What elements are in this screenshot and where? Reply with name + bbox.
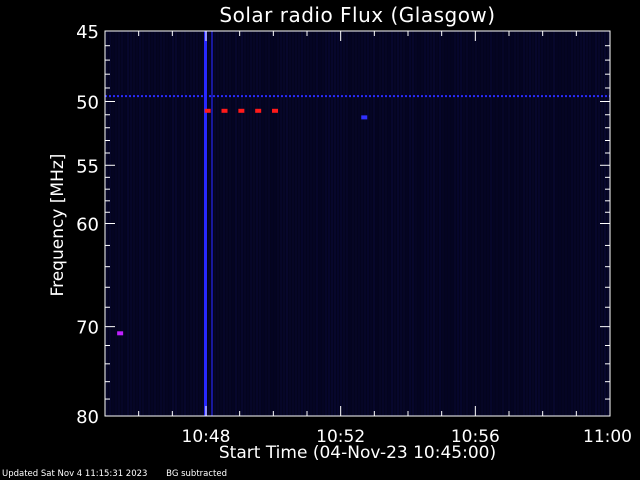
emission-spot (204, 108, 211, 113)
x-axis-label: Start Time (04-Nov-23 10:45:00) (218, 443, 497, 463)
background-note: BG subtracted (166, 469, 227, 479)
y-tick-label: 55 (76, 156, 99, 177)
broadband-burst-echo (211, 31, 213, 416)
y-tick-label: 60 (76, 215, 99, 236)
chart-title: Solar radio Flux (Glasgow) (219, 3, 496, 27)
background-streaks (106, 31, 609, 416)
footer: Updated Sat Nov 4 11:15:31 2023 BG subtr… (2, 469, 243, 479)
y-tick-label: 70 (76, 318, 99, 339)
x-tick-label: 11:00 (583, 427, 632, 447)
broadband-burst (204, 31, 207, 416)
y-tick-label: 80 (76, 407, 99, 428)
emission-spot (117, 331, 124, 336)
x-tick-label: 10:52 (316, 427, 365, 447)
axes: 45 50 55 60 70 80 10:48 10:52 10:56 11:00 (76, 22, 632, 447)
updated-timestamp: Updated Sat Nov 4 11:15:31 2023 (2, 469, 148, 479)
emission-spot (361, 115, 368, 120)
y-tick-label: 45 (76, 22, 99, 43)
emission-spot (238, 108, 245, 113)
x-tick-label: 10:48 (182, 427, 231, 447)
radio-features (105, 31, 610, 416)
y-axis-label: Frequency [MHz] (48, 153, 68, 297)
y-tick-label: 50 (76, 93, 99, 114)
emission-spot (272, 108, 279, 113)
emission-spot (221, 108, 228, 113)
emission-spot (255, 108, 262, 113)
x-tick-label: 10:56 (451, 427, 500, 447)
plot-background (105, 31, 610, 416)
